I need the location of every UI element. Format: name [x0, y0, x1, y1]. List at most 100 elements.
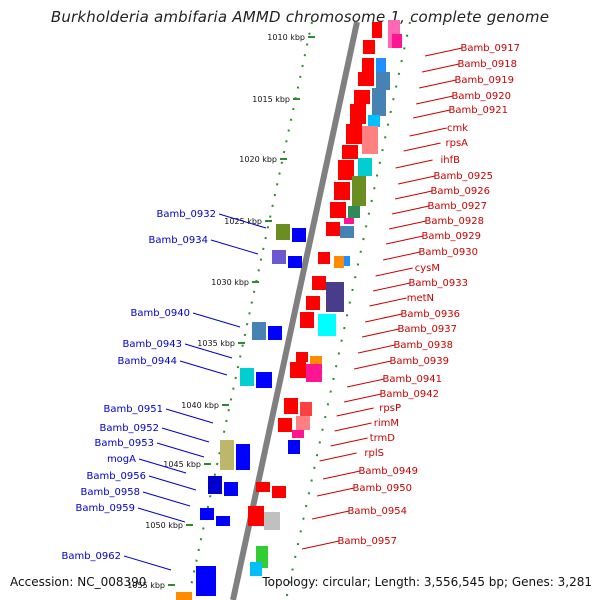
forward-label-leader — [161, 427, 210, 443]
reverse-gene-block — [306, 364, 322, 382]
reverse-gene-block — [312, 276, 326, 290]
reverse-label-leader — [421, 63, 460, 73]
reverse-gene-label: Bamb_0936 — [400, 309, 460, 320]
forward-label-leader — [218, 213, 267, 229]
reverse-label-leader — [397, 175, 436, 185]
reverse-label-leader — [375, 267, 413, 277]
reverse-gene-block — [344, 256, 350, 266]
forward-gene-block — [176, 592, 192, 600]
forward-label-leader — [165, 408, 214, 424]
forward-gene-label: Bamb_0934 — [148, 235, 208, 246]
reverse-label-leader — [372, 282, 411, 292]
forward-label-leader — [123, 555, 172, 571]
reverse-gene-block — [338, 160, 354, 180]
reverse-gene-block — [296, 352, 308, 362]
reverse-label-leader — [388, 220, 427, 230]
reverse-gene-block — [376, 58, 386, 72]
reverse-label-leader — [346, 378, 385, 388]
reverse-gene-block — [284, 398, 298, 414]
forward-gene-label: Bamb_0959 — [75, 503, 135, 514]
reverse-gene-label: Bamb_0921 — [448, 105, 508, 116]
reverse-gene-label: Bamb_0930 — [418, 247, 478, 258]
reverse-gene-block — [350, 104, 366, 124]
forward-gene-block — [224, 482, 238, 496]
reverse-gene-block — [358, 72, 374, 86]
reverse-label-leader — [319, 452, 357, 462]
reverse-label-leader — [316, 487, 355, 497]
forward-gene-label: Bamb_0956 — [86, 471, 146, 482]
forward-gene-block — [292, 228, 306, 242]
reverse-gene-block — [296, 416, 310, 430]
reverse-gene-label: Bamb_0949 — [358, 466, 418, 477]
reverse-gene-label: ihfB — [441, 155, 461, 166]
reverse-gene-label: Bamb_0929 — [421, 231, 481, 242]
forward-gene-label: Bamb_0953 — [94, 438, 154, 449]
forward-gene-label: Bamb_0940 — [130, 308, 190, 319]
reverse-gene-label: cmk — [447, 123, 468, 134]
reverse-label-leader — [364, 313, 403, 323]
kbp-tick-label: 1040 kbp — [181, 401, 219, 410]
reverse-gene-label: cysM — [415, 263, 440, 274]
reverse-label-leader — [343, 393, 382, 403]
reverse-gene-block — [372, 22, 382, 38]
forward-label-leader — [138, 458, 187, 474]
reverse-gene-block — [318, 252, 330, 264]
reverse-gene-block — [344, 218, 354, 224]
reverse-gene-label: Bamb_0954 — [347, 506, 407, 517]
reverse-label-leader — [334, 422, 372, 432]
reverse-gene-label: Bamb_0917 — [460, 43, 520, 54]
kbp-tick-label: 1050 kbp — [145, 521, 183, 530]
forward-gene-block — [256, 372, 272, 388]
reverse-label-leader — [409, 127, 447, 137]
reverse-gene-block — [334, 182, 350, 200]
forward-gene-label: Bamb_0943 — [122, 339, 182, 350]
reverse-gene-block — [358, 158, 372, 176]
reverse-gene-block — [272, 486, 286, 498]
forward-gene-block — [216, 516, 230, 526]
reverse-label-leader — [394, 190, 433, 200]
reverse-gene-block — [326, 222, 340, 236]
reverse-gene-label: Bamb_0950 — [352, 483, 412, 494]
reverse-gene-block — [352, 176, 366, 206]
reverse-gene-block — [248, 506, 264, 526]
reverse-label-leader — [412, 109, 451, 119]
reverse-gene-block — [368, 115, 380, 127]
reverse-label-leader — [311, 510, 350, 520]
reverse-gene-label: trmD — [370, 433, 396, 444]
reverse-label-leader — [353, 360, 392, 370]
reverse-gene-label: metN — [407, 293, 434, 304]
reverse-gene-block — [306, 296, 320, 310]
forward-gene-label: Bamb_0962 — [61, 551, 121, 562]
forward-label-leader — [179, 360, 228, 376]
forward-gene-label: Bamb_0952 — [99, 423, 159, 434]
reverse-gene-block — [290, 362, 306, 378]
forward-label-leader — [156, 442, 205, 458]
kbp-tick-label: 1015 kbp — [252, 95, 290, 104]
reverse-label-leader — [385, 235, 424, 245]
forward-gene-block — [196, 566, 216, 596]
forward-gene-block — [220, 440, 234, 470]
forward-label-leader — [137, 507, 186, 523]
reverse-label-leader — [403, 142, 441, 152]
reverse-gene-label: Bamb_0937 — [397, 324, 457, 335]
map-title: Burkholderia ambifaria AMMD chromosome 1… — [50, 8, 550, 26]
reverse-label-leader — [357, 344, 396, 354]
forward-gene-label: Bamb_0932 — [156, 209, 216, 220]
reverse-gene-block — [362, 126, 378, 154]
reverse-gene-block — [376, 72, 390, 90]
reverse-gene-label: Bamb_0925 — [433, 171, 493, 182]
reverse-gene-label: Bamb_0927 — [427, 201, 487, 212]
forward-gene-label: mogA — [107, 454, 136, 465]
reverse-gene-block — [340, 226, 354, 238]
reverse-gene-block — [334, 256, 344, 268]
reverse-gene-block — [362, 58, 374, 72]
forward-gene-block — [200, 508, 214, 520]
forward-gene-block — [276, 224, 290, 240]
genome-summary-text: Topology: circular; Length: 3,556,545 bp… — [262, 575, 592, 589]
reverse-label-leader — [361, 328, 400, 338]
forward-label-leader — [142, 491, 191, 507]
kbp-tick-label: 1055 kbp — [127, 581, 165, 590]
reverse-gene-label: Bamb_0941 — [382, 374, 442, 385]
